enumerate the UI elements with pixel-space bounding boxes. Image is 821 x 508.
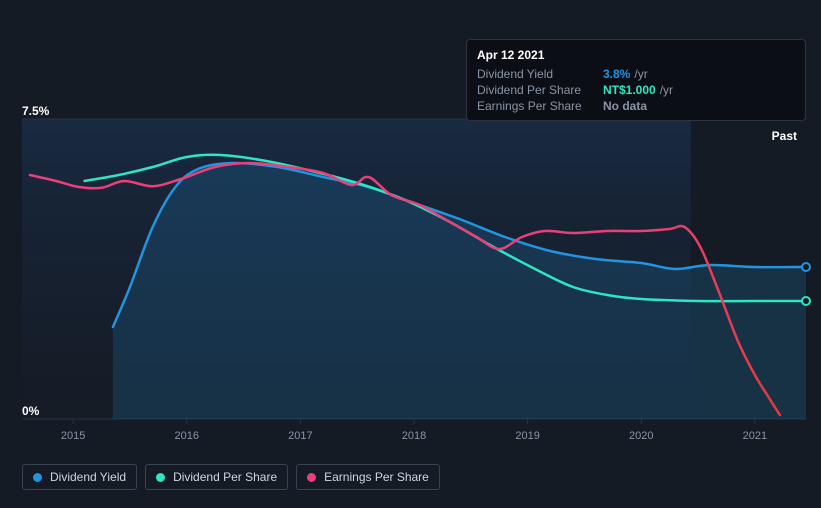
y-axis-min-label: 0% [22,404,39,418]
x-tick-label: 2016 [175,430,199,442]
chart-legend: Dividend Yield Dividend Per Share Earnings… [22,464,440,490]
legend-dot-icon [307,473,316,482]
past-label: Past [772,129,797,143]
tooltip-row: Dividend Per Share NT$1.000/yr [477,82,795,98]
legend-item[interactable]: Dividend Per Share [145,464,288,490]
legend-dot-icon [33,473,42,482]
tooltip-value: NT$1.000/yr [603,83,673,97]
x-tick-label: 2019 [515,430,539,442]
dividend-chart: 7.5% 0% Past 2015 2016 2017 2018 2019 2020 202… [0,0,821,508]
legend-label: Dividend Per Share [173,470,277,484]
tooltip-row: Dividend Yield 3.8%/yr [477,66,795,82]
legend-label: Dividend Yield [50,470,126,484]
tooltip-row: Earnings Per Share No data [477,98,795,114]
legend-dot-icon [156,473,165,482]
y-axis-max-label: 7.5% [22,104,49,118]
x-tick-label: 2015 [61,430,85,442]
tooltip-title: Apr 12 2021 [477,48,795,62]
tooltip-value: 3.8%/yr [603,67,648,81]
x-tick-label: 2018 [402,430,426,442]
tooltip-key: Earnings Per Share [477,99,595,113]
tooltip-key: Dividend Yield [477,67,595,81]
x-tick-label: 2020 [629,430,653,442]
x-tick-label: 2017 [288,430,312,442]
legend-item[interactable]: Dividend Yield [22,464,137,490]
legend-item[interactable]: Earnings Per Share [296,464,440,490]
tooltip-key: Dividend Per Share [477,83,595,97]
chart-tooltip: Apr 12 2021 Dividend Yield3.8%/yrDividen… [466,39,806,121]
legend-label: Earnings Per Share [324,470,429,484]
tooltip-value: No data [603,99,647,113]
x-tick-label: 2021 [743,430,767,442]
